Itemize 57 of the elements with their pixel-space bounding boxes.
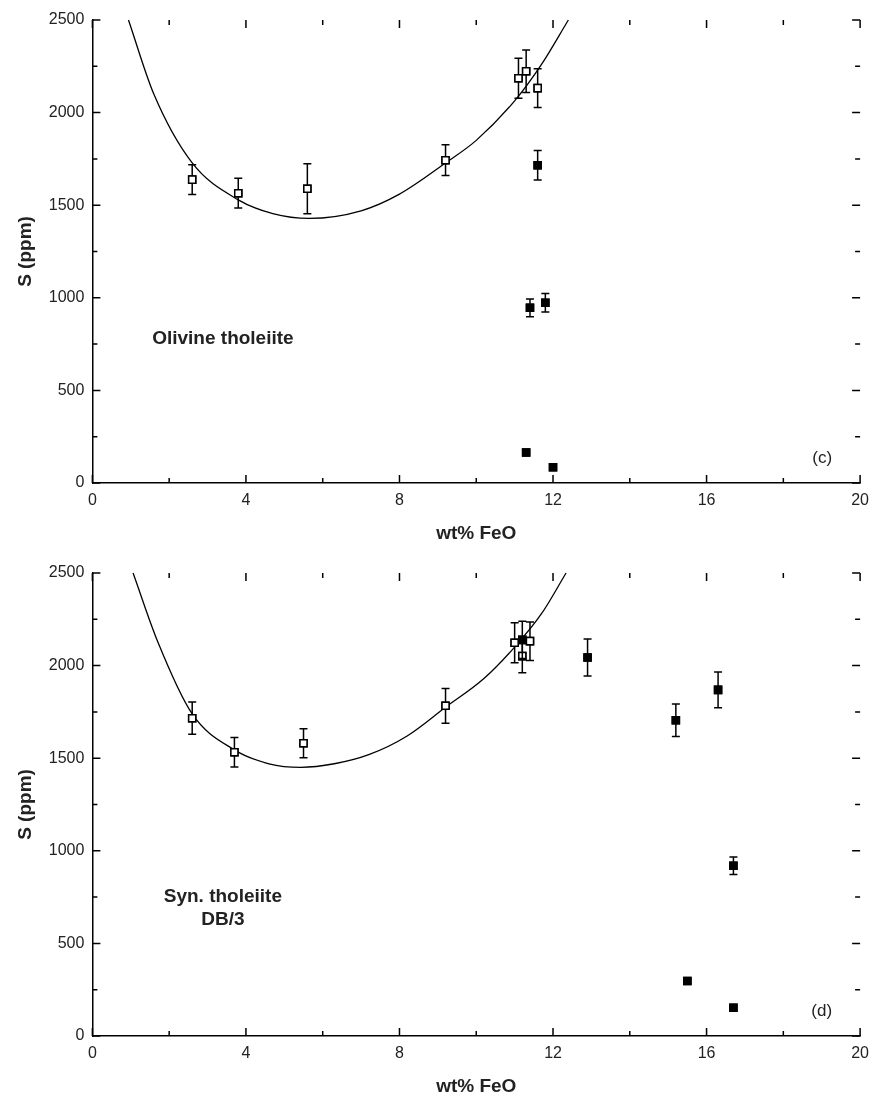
y-tick-label: 0: [75, 1026, 85, 1044]
point: [514, 74, 523, 83]
x-tick-label: 16: [697, 1044, 716, 1062]
point: [230, 747, 239, 757]
y-axis-title: S (ppm): [13, 216, 35, 287]
annotation: Olivine tholeiite: [152, 327, 294, 349]
x-tick-label: 20: [851, 1044, 870, 1062]
point: [525, 303, 535, 313]
x-axis-title: wt% FeO: [435, 1074, 517, 1096]
y-tick-label: 500: [57, 933, 85, 951]
point: [533, 83, 542, 93]
point: [683, 976, 692, 986]
point: [510, 638, 519, 648]
point: [729, 1003, 738, 1012]
x-tick-label: 4: [241, 1044, 251, 1062]
line-series: [127, 19, 570, 219]
y-tick-label: 2000: [48, 656, 85, 674]
point: [233, 188, 243, 198]
point: [521, 448, 531, 457]
point: [299, 738, 308, 748]
point: [518, 635, 527, 645]
point: [541, 298, 550, 308]
x-axis-title: wt% FeO: [435, 521, 517, 543]
x-tick-label: 0: [87, 1044, 97, 1062]
y-tick-label: 500: [57, 380, 85, 398]
annotation: (d): [811, 1001, 833, 1020]
y-tick-label: 1500: [48, 195, 85, 213]
point: [187, 713, 197, 723]
line-series: [132, 572, 567, 768]
x-tick-label: 20: [851, 491, 870, 509]
point: [671, 715, 681, 725]
point: [583, 653, 592, 662]
x-tick-label: 8: [395, 1044, 405, 1062]
y-axis-title: S (ppm): [13, 769, 35, 840]
point: [533, 160, 542, 170]
y-tick-label: 0: [75, 473, 85, 491]
y-tick-label: 2000: [48, 103, 85, 121]
y-tick-label: 1000: [48, 288, 85, 306]
y-tick-label: 1500: [48, 748, 85, 766]
point: [548, 462, 558, 472]
x-tick-label: 12: [544, 491, 563, 509]
y-tick-label: 2500: [48, 10, 85, 28]
x-tick-label: 12: [544, 1044, 563, 1062]
annotation: (c): [812, 448, 833, 467]
annotation: Syn. tholeiite DB/3: [163, 884, 283, 929]
x-tick-label: 0: [87, 491, 97, 509]
x-tick-label: 4: [241, 491, 251, 509]
point: [441, 155, 450, 165]
point: [303, 184, 312, 193]
point: [187, 175, 197, 184]
x-tick-label: 16: [697, 491, 716, 509]
y-tick-label: 1000: [48, 841, 85, 859]
point: [713, 685, 723, 695]
x-tick-label: 8: [395, 491, 405, 509]
point: [521, 67, 531, 76]
point: [729, 861, 738, 871]
y-tick-label: 2500: [48, 563, 85, 581]
